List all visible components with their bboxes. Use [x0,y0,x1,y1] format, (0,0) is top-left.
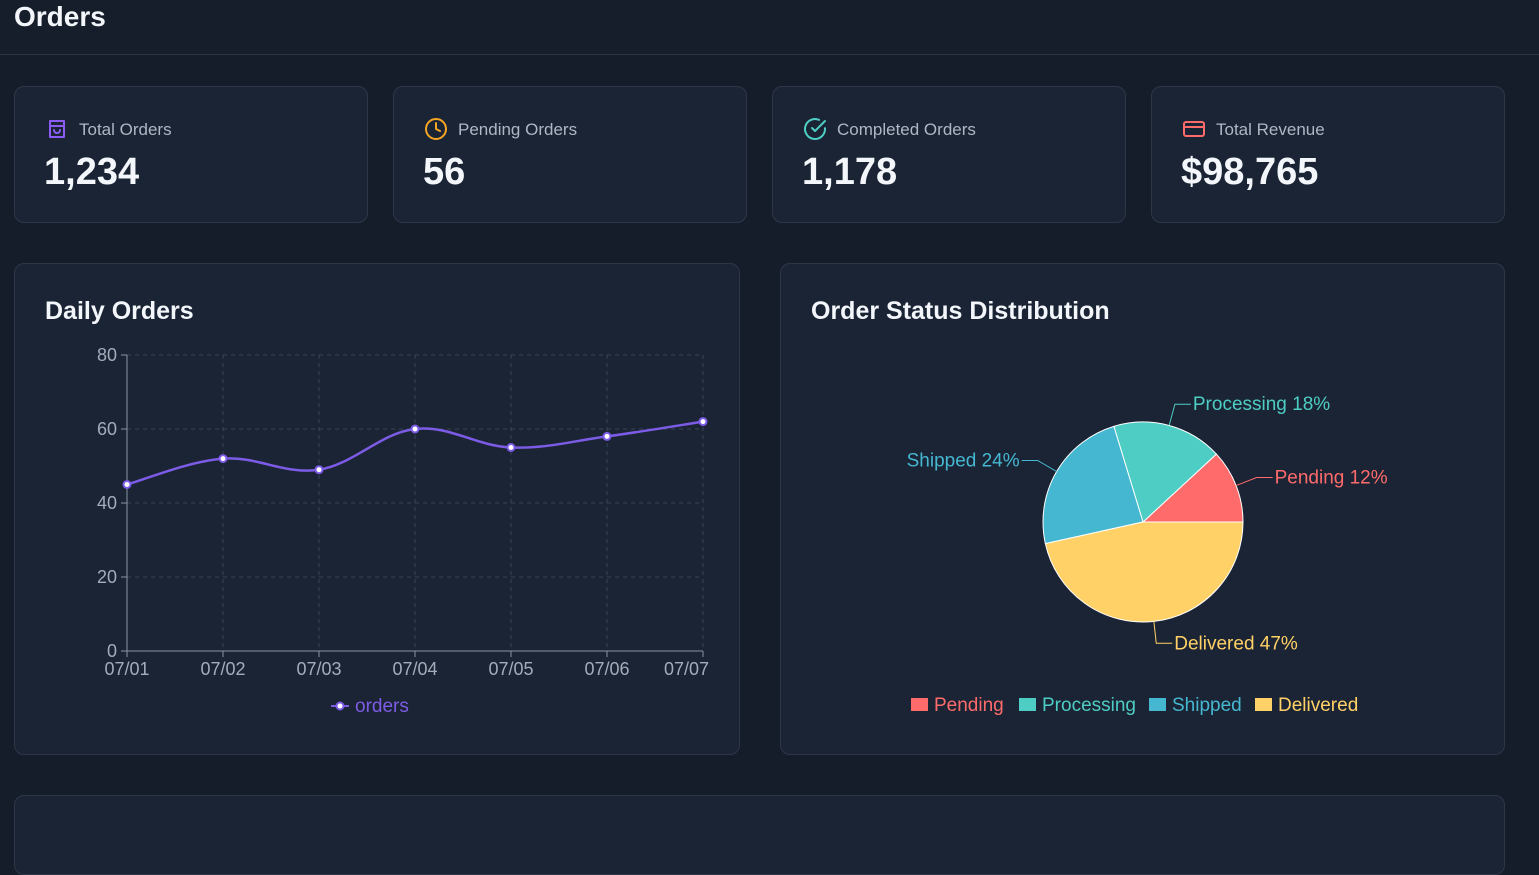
pie-slice-pending [1141,453,1244,523]
stat-value: 1,234 [44,151,140,193]
legend-label: orders [355,696,409,717]
legend-label: Processing [1042,695,1136,716]
stat-value: $98,765 [1181,151,1319,193]
x-tick-label: 07/02 [200,659,245,679]
pie-leader-line [1153,621,1173,644]
data-point [506,443,516,452]
y-tick-label: 60 [97,419,117,439]
data-point [218,454,228,464]
y-tick-label: 40 [97,493,117,513]
stat-card-total-orders: Total Orders 1,234 [14,86,368,223]
credit-card-icon [1183,121,1205,137]
chart-title: Order Status Distribution [811,297,1110,325]
daily-orders-line-chart: 0 20 40 60 80 07/01 07/02 07/03 07/04 07/05 07/06 0… [97,345,709,717]
pie-slice-label: Pending 12% [1275,468,1388,489]
pie-leader-line [1235,477,1273,487]
legend-swatch [911,698,928,711]
data-point [698,417,708,427]
page-title: Orders [14,1,106,32]
stat-value: 56 [423,151,466,193]
order-status-card: Order Status Distribution Pending 12% Pro… [780,263,1505,755]
legend-marker [335,701,345,711]
stat-card-pending-orders: Pending Orders 56 [393,86,747,223]
stat-label: Total Orders [79,120,172,139]
stat-label: Pending Orders [458,120,578,139]
data-point [410,424,420,434]
top-bar: Orders [0,0,1539,55]
x-tick-label: 07/04 [392,659,437,679]
data-point [602,431,612,441]
legend-swatch [1255,698,1272,711]
stat-label: Total Revenue [1216,120,1325,139]
chart-title: Daily Orders [45,297,194,325]
orders-table-card [14,795,1505,875]
order-status-pie-chart: Pending 12% Processing 18% Shipped 24% Deli… [907,394,1388,716]
x-tick-label: 07/01 [104,659,149,679]
chart-legend: Pending Processing Shipped Delivered [911,695,1358,716]
pie-slice-label: Delivered 47% [1174,633,1298,654]
legend-swatch [1149,698,1166,711]
data-point [122,480,132,489]
x-tick-label: 07/06 [584,659,629,679]
pie-leader-line [1021,459,1057,472]
shopping-bag-icon [49,120,65,138]
x-tick-label: 07/03 [296,659,341,679]
legend-label: Shipped [1172,695,1242,716]
y-tick-label: 20 [97,567,117,587]
clock-icon [425,118,447,140]
check-circle-icon [804,118,826,141]
legend-swatch [1019,698,1036,711]
pie-leader-line [1168,403,1191,426]
daily-orders-card: Daily Orders 0 20 40 60 80 07/01 07/02 07/03 07/… [14,263,740,755]
pie-slice-delivered [1044,521,1244,623]
stat-label: Completed Orders [837,120,976,139]
stat-card-total-revenue: Total Revenue $98,765 [1151,86,1505,223]
y-tick-label: 0 [107,641,117,661]
legend-label: Delivered [1278,695,1358,716]
data-point [314,465,324,475]
chart-legend: orders [331,696,409,717]
pie-slice-label: Processing 18% [1193,394,1330,415]
stat-value: 1,178 [802,151,898,193]
legend-label: Pending [934,695,1004,716]
y-tick-label: 80 [97,345,117,365]
x-tick-label: 07/07 [664,659,709,679]
x-tick-label: 07/05 [488,659,533,679]
stat-card-completed-orders: Completed Orders 1,178 [772,86,1126,223]
pie-slice-label: Shipped 24% [907,450,1020,471]
